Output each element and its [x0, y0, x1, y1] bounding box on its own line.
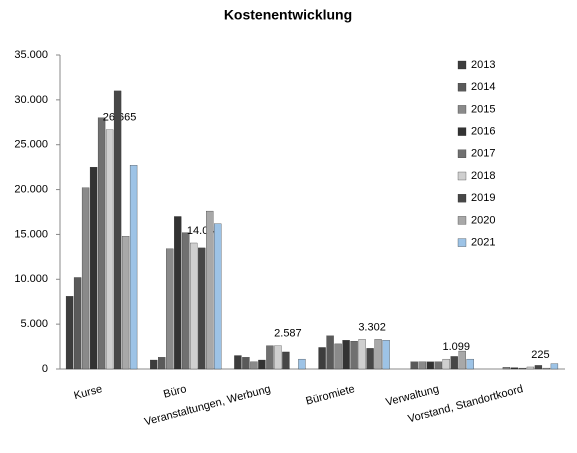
bar — [97, 117, 106, 370]
bar — [234, 355, 242, 370]
bar — [534, 365, 543, 370]
bar — [350, 341, 358, 370]
x-tick-label: Büromiete — [305, 383, 357, 408]
bar — [258, 359, 266, 370]
bar — [105, 129, 114, 370]
legend-swatch — [457, 238, 467, 247]
y-tick-label: 10.000 — [14, 273, 48, 285]
bar — [382, 340, 390, 370]
bar — [366, 348, 374, 370]
bar — [510, 367, 519, 370]
bar — [542, 367, 551, 370]
bar — [206, 210, 214, 370]
bar — [458, 350, 466, 370]
bar — [242, 357, 250, 370]
data-label: 3.302 — [358, 321, 386, 333]
bar — [65, 296, 74, 370]
bar — [274, 345, 282, 370]
legend-label: 2016 — [471, 126, 495, 138]
legend-swatch — [457, 216, 467, 225]
bar — [518, 367, 527, 370]
bar — [374, 339, 382, 370]
bar — [418, 361, 426, 370]
legend-label: 2014 — [471, 81, 495, 93]
bar — [282, 351, 290, 370]
legend-label: 2018 — [471, 170, 495, 182]
x-tick-label: Büro — [162, 383, 188, 401]
bar — [89, 166, 98, 370]
data-label: 225 — [531, 349, 549, 361]
bar — [113, 90, 122, 370]
bar — [318, 347, 326, 370]
bar — [550, 363, 559, 370]
bar — [526, 366, 535, 370]
legend-swatch — [457, 171, 467, 181]
y-tick-label: 25.000 — [14, 139, 48, 151]
bar — [298, 358, 306, 370]
bar — [450, 356, 458, 370]
legend-swatch — [457, 105, 467, 114]
bar — [214, 223, 222, 370]
legend-swatch — [457, 127, 467, 136]
y-tick-label: 0 — [42, 363, 48, 375]
bar — [410, 361, 418, 370]
bar — [198, 247, 206, 370]
y-tick-label: 20.000 — [14, 183, 48, 195]
bar — [426, 361, 434, 370]
legend-swatch — [457, 149, 467, 158]
bar — [81, 187, 90, 370]
legend-swatch — [457, 194, 467, 203]
y-tick-label: 35.000 — [14, 49, 48, 61]
legend-label: 2019 — [471, 192, 495, 204]
bar — [182, 232, 190, 370]
data-label: 2.587 — [274, 328, 302, 340]
legend-swatch — [457, 83, 467, 92]
bar — [121, 236, 130, 370]
bar — [158, 357, 166, 370]
legend-label: 2013 — [471, 59, 495, 71]
bar — [434, 361, 442, 370]
bar — [334, 343, 342, 370]
bar — [502, 367, 511, 370]
legend-label: 2015 — [471, 103, 495, 115]
legend-label: 2020 — [471, 214, 495, 226]
bar — [250, 361, 258, 370]
legend-label: 2017 — [471, 148, 495, 160]
bar — [442, 358, 450, 370]
y-tick-label: 15.000 — [14, 228, 48, 240]
bar — [190, 242, 198, 370]
y-tick-label: 5.000 — [20, 318, 48, 330]
legend-swatch — [457, 60, 467, 70]
y-tick-label: 30.000 — [14, 94, 48, 106]
bar — [358, 339, 366, 370]
x-tick-label: Verwaltung — [385, 383, 441, 409]
x-tick-label: Kurse — [73, 383, 104, 402]
data-label: 1.099 — [442, 341, 470, 353]
legend-label: 2021 — [471, 237, 495, 249]
bar — [342, 340, 350, 370]
bar — [129, 165, 138, 370]
bar — [266, 345, 274, 370]
bar — [174, 216, 182, 370]
bar — [326, 335, 334, 370]
bar — [150, 359, 158, 370]
bar — [466, 358, 474, 370]
bar — [166, 248, 174, 370]
bar — [73, 277, 82, 370]
chart-title: Kostenentwicklung — [224, 7, 352, 23]
